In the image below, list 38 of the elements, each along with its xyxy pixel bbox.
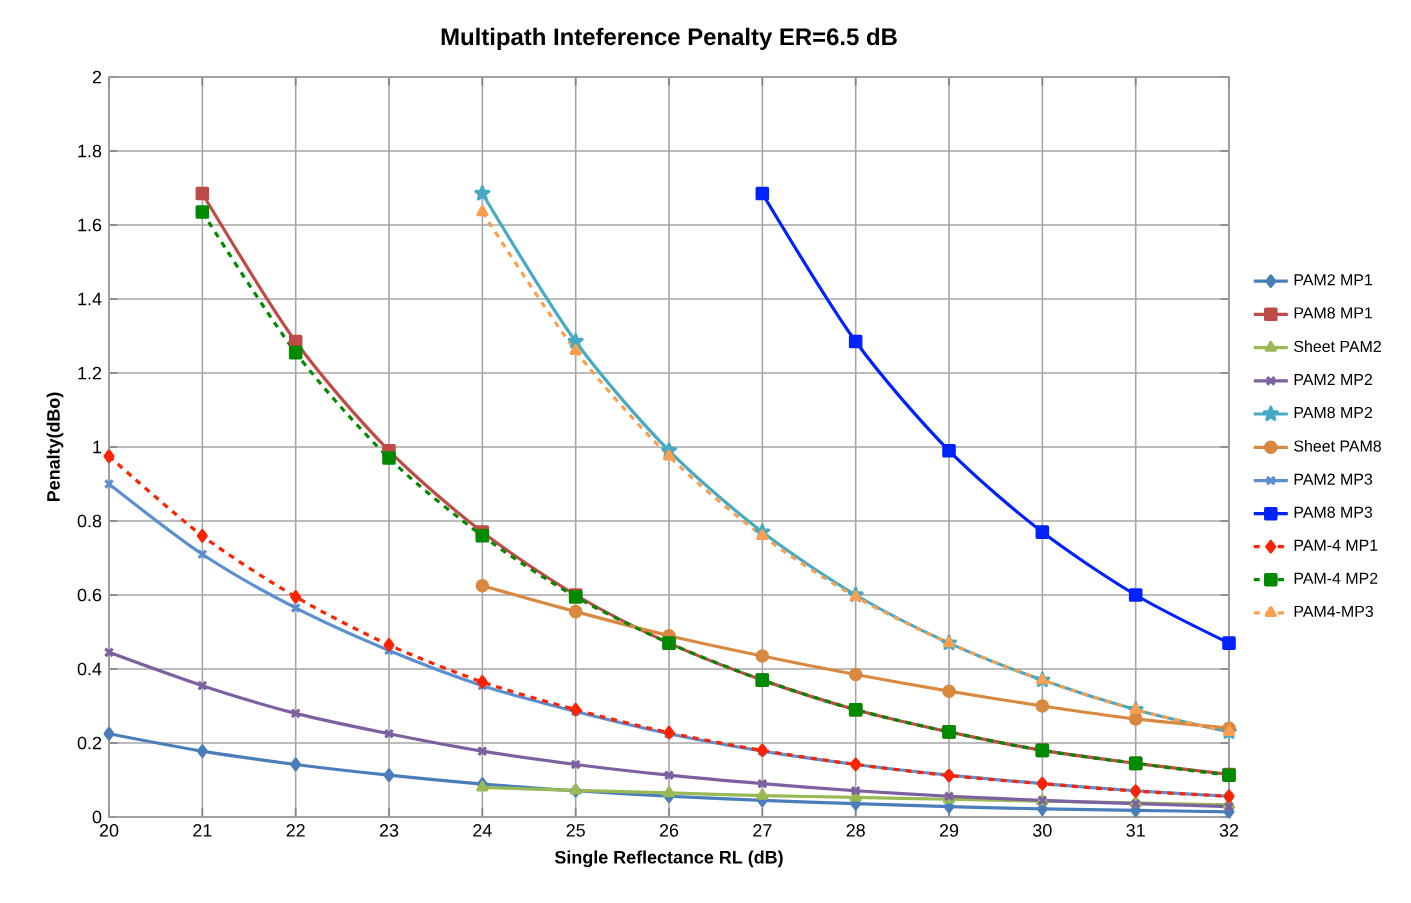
legend-label: PAM-4 MP2 bbox=[1294, 572, 1378, 584]
legend-label: PAM8 MP3 bbox=[1294, 506, 1373, 518]
legend-label: PAM8 MP2 bbox=[1294, 406, 1372, 419]
legend-label: Sheet PAM2 bbox=[1294, 340, 1381, 353]
legend-label: PAM-4 MP1 bbox=[1294, 539, 1378, 551]
x-tick-label: 27 bbox=[753, 824, 772, 837]
x-tick-label: 23 bbox=[379, 824, 399, 837]
y-tick-label: 1.4 bbox=[78, 292, 102, 306]
x-tick-label: 24 bbox=[473, 824, 492, 837]
y-tick-label: 1.6 bbox=[78, 218, 102, 232]
x-tick-label: 20 bbox=[99, 824, 119, 837]
y-tick-label: 0 bbox=[92, 810, 102, 824]
y-tick-label: 1 bbox=[93, 440, 102, 454]
x-tick-label: 31 bbox=[1126, 824, 1145, 837]
x-tick-label: 21 bbox=[193, 824, 212, 837]
legend-label: Sheet PAM8 bbox=[1294, 440, 1381, 452]
legend-label: PAM2 MP1 bbox=[1294, 274, 1373, 286]
legend-label: PAM2 MP3 bbox=[1294, 473, 1373, 485]
x-tick-label: 32 bbox=[1219, 824, 1239, 837]
legend-label: PAM4-MP3 bbox=[1294, 605, 1373, 618]
y-tick-label: 0.8 bbox=[77, 514, 102, 528]
y-axis-title: Penalty(dBo) bbox=[46, 392, 64, 502]
y-tick-label: 0.6 bbox=[77, 588, 102, 602]
x-tick-label: 30 bbox=[1033, 824, 1052, 837]
y-tick-label: 1.8 bbox=[78, 144, 102, 158]
chart-title: Multipath Inteference Penalty ER=6.5 dB bbox=[441, 27, 897, 50]
y-tick-label: 0.2 bbox=[77, 736, 102, 750]
x-tick-label: 26 bbox=[659, 824, 679, 837]
x-tick-label: 25 bbox=[566, 824, 585, 837]
y-tick-label: 1.2 bbox=[78, 366, 102, 380]
x-tick-label: 29 bbox=[939, 824, 959, 837]
x-tick-label: 28 bbox=[846, 824, 865, 837]
y-tick-label: 0.4 bbox=[77, 662, 102, 676]
x-tick-label: 22 bbox=[286, 824, 305, 837]
legend-label: PAM2 MP2 bbox=[1294, 373, 1372, 385]
legend-label: PAM8 MP1 bbox=[1294, 307, 1373, 319]
y-tick-label: 2 bbox=[92, 70, 102, 84]
x-axis-title: Single Reflectance RL (dB) bbox=[554, 850, 783, 868]
